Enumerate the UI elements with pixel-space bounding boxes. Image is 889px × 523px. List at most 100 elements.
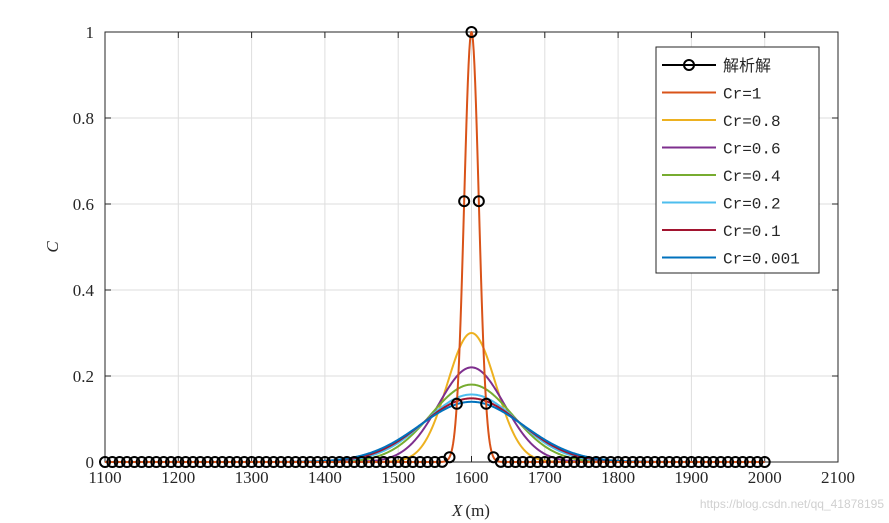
legend-label: Cr=0.001: [723, 251, 800, 269]
analytical-point: [421, 456, 434, 468]
analytical-point: [458, 195, 471, 208]
analytical-point: [267, 456, 280, 468]
y-tick-label: 0.6: [73, 195, 94, 214]
analytical-point: [142, 456, 155, 468]
watermark: https://blog.csdn.net/qq_41878195: [700, 497, 884, 511]
x-tick-label: 1900: [674, 468, 708, 487]
legend: 解析解 Cr=1 Cr=0.8 Cr=0.6 Cr=0.4 Cr=0.2 Cr=0.1 Cr=…: [655, 46, 820, 274]
analytical-point: [99, 456, 111, 468]
analytical-point: [700, 456, 713, 468]
analytical-point: [106, 456, 119, 468]
series-layer: [104, 31, 765, 463]
x-tick-label: 1500: [381, 468, 415, 487]
analytical-point: [744, 456, 757, 468]
analytical-point: [384, 456, 397, 468]
analytical-point: [509, 456, 522, 468]
analytical-point: [560, 456, 573, 468]
analytical-point: [362, 456, 375, 468]
analytical-point: [604, 456, 617, 468]
legend-label: Cr=0.2: [723, 196, 781, 214]
analytical-point: [707, 456, 720, 468]
analytical-point: [575, 456, 588, 468]
analytical-point: [201, 456, 214, 468]
y-axis: 0 0.2 0.4 0.6 0.8 1: [73, 23, 838, 472]
analytical-point: [406, 456, 419, 468]
analytical-point: [494, 455, 507, 468]
analytical-point: [120, 456, 133, 468]
legend-label: Cr=0.4: [723, 168, 781, 186]
analytical-point: [289, 456, 302, 468]
analytical-point: [164, 456, 177, 468]
analytical-point: [326, 456, 339, 468]
analytical-point: [157, 456, 170, 468]
analytical-point: [538, 456, 551, 468]
analytical-point: [238, 456, 251, 468]
analytical-point: [612, 456, 625, 468]
series-line-cr-0-1: [104, 397, 765, 463]
analytical-point: [714, 456, 727, 468]
series-line-cr-0-2: [104, 393, 765, 463]
analytical-point: [370, 456, 383, 468]
x-tick-label: 1300: [235, 468, 269, 487]
analytical-point: [472, 195, 485, 208]
analytical-point: [311, 456, 324, 468]
analytical-point: [502, 455, 515, 468]
analytical-point: [648, 456, 661, 468]
analytical-point: [208, 456, 221, 468]
series-line-cr-0-8: [104, 332, 765, 463]
analytical-point: [619, 456, 632, 468]
x-tick-label: 1100: [88, 468, 121, 487]
analytical-point: [626, 456, 639, 468]
analytical-point: [296, 456, 309, 468]
analytical-point: [223, 456, 236, 468]
x-tick-label: 2000: [748, 468, 782, 487]
analytical-point: [260, 456, 273, 468]
analytical-point: [428, 455, 441, 468]
analytical-point: [113, 456, 126, 468]
analytical-point: [663, 456, 676, 468]
analytical-point: [355, 456, 368, 468]
analytical-point: [553, 456, 566, 468]
analytical-point: [230, 456, 243, 468]
legend-label: 解析解: [723, 57, 771, 76]
analytical-point: [274, 456, 287, 468]
analytical-point: [590, 456, 603, 468]
analytical-point: [443, 451, 456, 464]
analytical-point: [392, 456, 405, 468]
x-tick-label: 1200: [161, 468, 195, 487]
analytical-point: [172, 456, 185, 468]
analytical-point: [546, 456, 559, 468]
legend-label: Cr=0.6: [723, 141, 781, 159]
x-tick-label: 1800: [601, 468, 635, 487]
analytical-point: [252, 456, 265, 468]
analytical-point: [450, 397, 463, 410]
analytical-point: [216, 456, 229, 468]
x-tick-label: 1400: [308, 468, 342, 487]
legend-label: Cr=1: [723, 86, 761, 104]
legend-label: Cr=0.8: [723, 113, 781, 131]
analytical-point: [516, 456, 529, 468]
analytical-point: [634, 456, 647, 468]
analytical-point: [685, 456, 698, 468]
y-tick-label: 0: [86, 453, 95, 472]
analytical-point: [414, 456, 427, 468]
analytical-point: [531, 456, 544, 468]
analytical-point: [729, 456, 742, 468]
y-tick-label: 0.4: [73, 281, 95, 300]
x-tick-label: 2100: [821, 468, 855, 487]
analytical-point: [758, 456, 771, 468]
analytical-point: [670, 456, 683, 468]
series-line-cr-1: [104, 31, 765, 463]
x-axis-label-var: X: [451, 501, 463, 520]
analytical-point: [480, 397, 493, 410]
analytical-point: [597, 456, 610, 468]
analytical-point: [348, 456, 361, 468]
x-axis-label: X (m): [451, 501, 490, 520]
legend-box: [655, 46, 820, 274]
analytical-point: [377, 456, 390, 468]
analytical-point: [135, 456, 148, 468]
analytical-point: [678, 456, 691, 468]
y-tick-label: 0.2: [73, 367, 94, 386]
x-tick-label: 1600: [455, 468, 489, 487]
